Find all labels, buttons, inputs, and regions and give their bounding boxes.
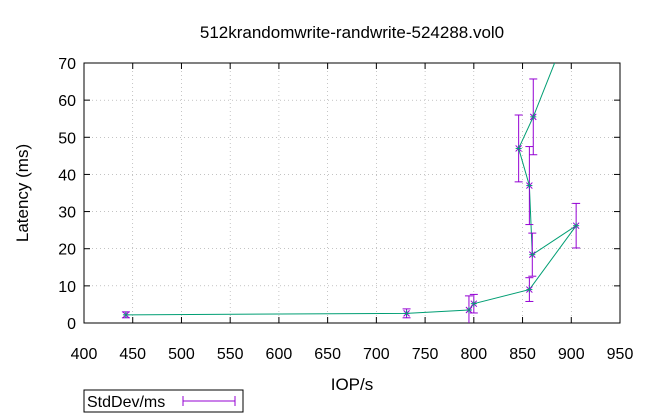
y-tick-label: 40 [58,167,76,184]
data-point [515,145,523,152]
data-point [122,311,130,319]
x-tick-label: 900 [558,346,585,363]
plot-frame [83,62,621,324]
legend-label: StdDev/ms [87,394,165,411]
legend: StdDev/ms [83,389,244,413]
data-point [563,30,569,36]
y-tick-label: 30 [58,205,76,222]
data-point [465,306,473,314]
x-tick-label: 400 [71,346,98,363]
x-tick-label: 650 [314,346,341,363]
x-tick-label: 850 [509,346,536,363]
point-marker-stroke [563,30,569,36]
data-point [572,222,580,230]
data-point [403,309,410,317]
x-tick-label: 700 [363,346,390,363]
x-tick-label: 800 [460,346,487,363]
y-tick-label: 20 [58,242,76,259]
y-axis-ticks: 0 10 20 30 40 50 60 70 [58,56,620,333]
x-tick-label: 550 [217,346,244,363]
x-axis-label: IOP/s [331,375,374,394]
chart-title: 512krandomwrite-randwrite-524288.vol0 [200,23,504,42]
data-point [526,182,533,189]
y-tick-label: 70 [58,56,76,73]
grid [84,63,620,323]
data-point [470,300,478,308]
legend-box [83,389,244,413]
data-point [528,251,536,259]
y-tick-label: 10 [58,279,76,296]
point-marker-stroke [563,30,569,36]
x-tick-label: 450 [119,346,146,363]
y-tick-label: 0 [67,316,76,333]
series-line [125,63,577,316]
y-tick-label: 50 [58,130,76,147]
data-point [526,286,533,293]
x-tick-label: 950 [607,346,634,363]
x-tick-label: 500 [168,346,195,363]
y-axis-label: Latency (ms) [13,144,32,242]
y-tick-label: 60 [58,93,76,110]
x-tick-label: 750 [412,346,439,363]
x-tick-label: 600 [266,346,293,363]
x-axis-ticks: 400 450 500 550 600 650 700 750 800 850 900 950 [71,63,634,363]
series-layer [121,30,581,323]
data-point [529,113,537,121]
